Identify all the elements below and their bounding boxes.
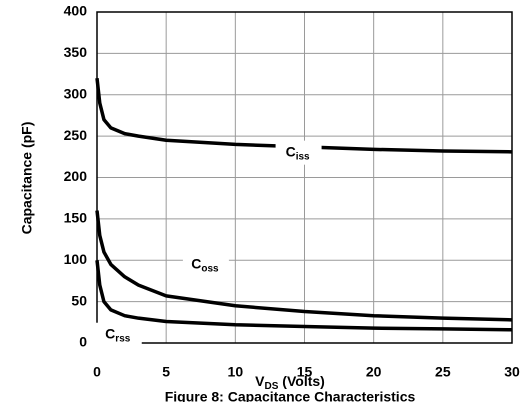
x-axis-label: VDS (Volts) xyxy=(255,373,325,392)
x-tick-label: 25 xyxy=(435,364,451,380)
x-tick-label: 20 xyxy=(366,364,382,380)
y-tick-label: 250 xyxy=(64,127,88,143)
label-background xyxy=(182,252,229,277)
series-line xyxy=(95,78,513,154)
series-line xyxy=(95,210,513,322)
y-tick-label: 400 xyxy=(64,3,88,19)
y-tick-label: 350 xyxy=(64,44,88,60)
series-label-main: C xyxy=(105,325,115,341)
y-tick-label: 100 xyxy=(64,251,88,267)
x-tick-label: 5 xyxy=(162,364,170,380)
series-label: Crss xyxy=(105,325,131,344)
series-label-sub: iss xyxy=(296,151,310,162)
series-label: Ciss xyxy=(286,143,310,162)
x-tick-label: 15 xyxy=(297,364,313,380)
x-tick-label: 30 xyxy=(504,364,520,380)
series-label-sub: rss xyxy=(115,333,130,344)
label-background xyxy=(275,140,322,165)
series-label-sub: oss xyxy=(201,263,219,274)
y-tick-label: 150 xyxy=(64,210,88,226)
caption: Figure 8: Capacitance Characteristics xyxy=(165,389,416,402)
series-label: Coss xyxy=(191,255,219,274)
plot-frame xyxy=(96,11,513,344)
series-label-main: C xyxy=(286,143,296,159)
x-label-main: V xyxy=(255,373,265,389)
series-label-main: C xyxy=(191,255,201,271)
x-tick-label: 0 xyxy=(93,364,101,380)
y-tick-label: 200 xyxy=(64,168,88,184)
x-tick-label: 10 xyxy=(228,364,244,380)
y-tick-label: 0 xyxy=(79,334,87,350)
x-label-sub: DS xyxy=(265,381,279,392)
series-line xyxy=(95,260,513,332)
y-tick-label: 50 xyxy=(71,292,87,308)
y-tick-label: 300 xyxy=(64,85,88,101)
x-label-rest: (Volts) xyxy=(278,373,324,389)
y-axis-label: Capacitance (pF) xyxy=(19,122,35,235)
label-background xyxy=(95,322,142,347)
